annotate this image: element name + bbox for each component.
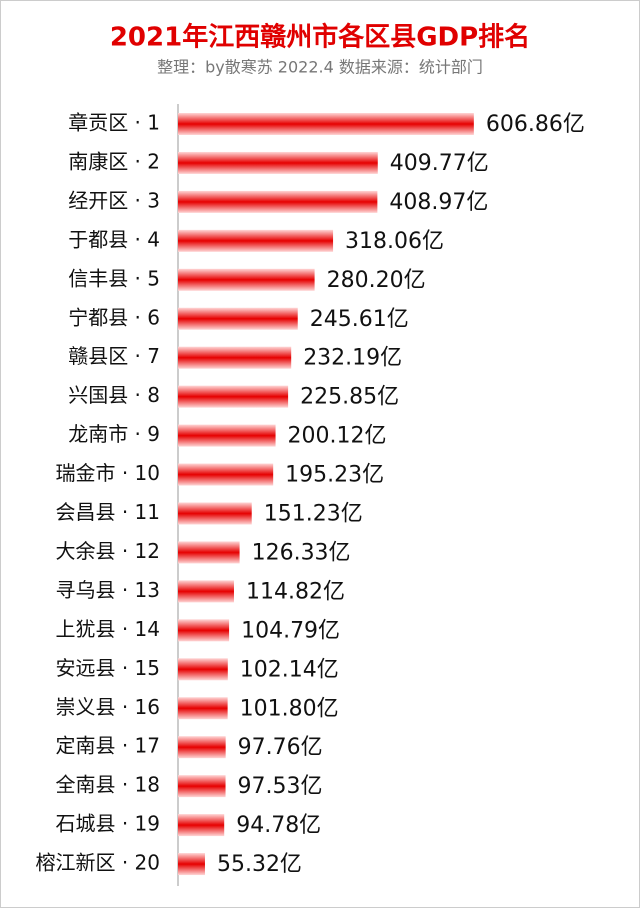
value-label: 114.82亿 <box>246 579 345 604</box>
bar <box>178 775 226 798</box>
y-tick-label: 宁都县 · 6 <box>68 305 160 329</box>
y-tick-label: 赣县区 · 7 <box>68 344 160 368</box>
chart-title: 2021年江西赣州市各区县GDP排名 <box>110 22 530 53</box>
y-tick-label: 兴国县 · 8 <box>68 383 160 407</box>
y-tick-label: 定南县 · 17 <box>55 734 160 758</box>
bar <box>178 736 226 759</box>
bar <box>178 697 228 720</box>
bar <box>178 853 205 876</box>
value-label: 232.19亿 <box>303 346 402 371</box>
value-label: 225.85亿 <box>300 385 399 410</box>
bar <box>178 151 378 174</box>
y-tick-label: 于都县 · 4 <box>68 227 160 251</box>
y-tick-label: 榕江新区 · 20 <box>35 851 160 875</box>
value-label: 200.12亿 <box>288 424 387 449</box>
y-tick-label: 经开区 · 3 <box>68 188 160 212</box>
value-label: 126.33亿 <box>252 540 351 565</box>
bar <box>178 463 274 486</box>
y-tick-label: 会昌县 · 11 <box>55 500 160 524</box>
y-tick-label: 石城县 · 19 <box>55 812 160 836</box>
bar <box>178 658 228 681</box>
chart-subtitle: 整理：by散寒苏 2022.4 数据来源：统计部门 <box>157 58 483 77</box>
bar <box>178 268 315 291</box>
value-label: 318.06亿 <box>345 229 444 254</box>
value-label: 94.78亿 <box>236 813 321 838</box>
value-label: 104.79亿 <box>241 618 340 643</box>
y-tick-label: 瑞金市 · 10 <box>55 461 160 485</box>
bar <box>178 113 474 135</box>
value-label: 280.20亿 <box>327 268 426 293</box>
value-label: 409.77亿 <box>390 151 489 176</box>
bar <box>178 385 289 408</box>
value-label: 195.23亿 <box>285 463 384 488</box>
bar <box>178 346 292 369</box>
bar <box>178 229 334 252</box>
y-tick-label: 龙南市 · 9 <box>68 422 160 446</box>
value-label: 151.23亿 <box>264 502 363 527</box>
bar <box>178 541 240 564</box>
y-tick-label: 上犹县 · 14 <box>55 617 160 641</box>
bar <box>178 580 234 603</box>
value-label: 408.97亿 <box>389 190 488 215</box>
y-tick-label: 信丰县 · 5 <box>68 266 160 290</box>
bar <box>178 190 378 213</box>
y-tick-label: 章贡区 · 1 <box>68 111 160 135</box>
value-label: 55.32亿 <box>217 852 302 877</box>
y-tick-label: 大余县 · 12 <box>55 539 160 563</box>
value-label: 102.14亿 <box>240 657 339 682</box>
value-label: 101.80亿 <box>240 696 339 721</box>
value-label: 97.76亿 <box>238 735 323 760</box>
bar <box>178 619 230 642</box>
value-label: 245.61亿 <box>310 307 409 332</box>
bar <box>178 307 298 330</box>
y-tick-label: 寻乌县 · 13 <box>55 578 160 602</box>
y-tick-label: 全南县 · 18 <box>55 773 160 797</box>
y-tick-label: 南康区 · 2 <box>68 149 160 173</box>
bar <box>178 424 276 447</box>
y-tick-label: 安远县 · 15 <box>55 656 160 680</box>
bar <box>178 502 252 525</box>
value-label: 606.86亿 <box>486 112 585 137</box>
bar <box>178 814 225 837</box>
value-label: 97.53亿 <box>238 774 323 799</box>
y-tick-label: 崇义县 · 16 <box>55 695 160 719</box>
